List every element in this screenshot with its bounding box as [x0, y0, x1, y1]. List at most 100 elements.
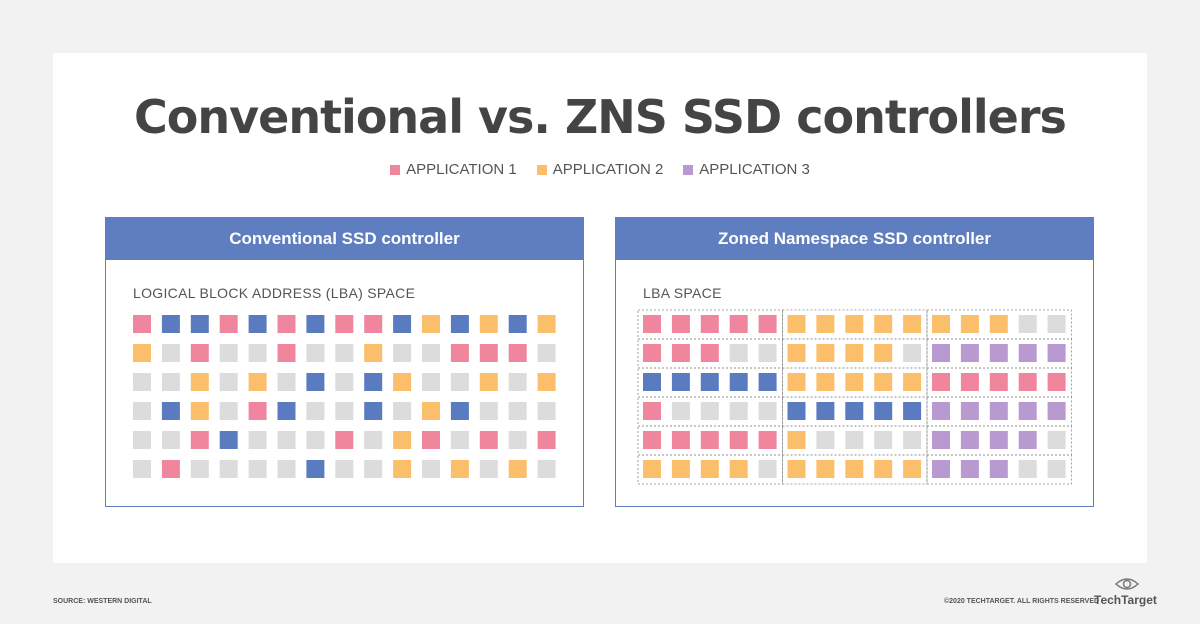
lba-block	[537, 344, 556, 362]
lba-block	[335, 402, 354, 420]
lba-block	[190, 373, 209, 391]
lba-block	[450, 344, 469, 362]
lba-block	[537, 373, 556, 391]
lba-block	[700, 431, 719, 449]
conventional-panel-subtitle: LOGICAL BLOCK ADDRESS (LBA) SPACE	[133, 285, 416, 301]
zone-outline	[782, 454, 928, 485]
lba-block	[787, 315, 806, 333]
lba-block	[1047, 460, 1066, 478]
conventional-panel: Conventional SSD controller LOGICAL BLOC…	[105, 217, 584, 507]
source-note: SOURCE: WESTERN DIGITAL	[53, 598, 152, 605]
lba-block	[643, 431, 661, 449]
lba-block	[903, 402, 922, 420]
lba-block	[1018, 460, 1037, 478]
lba-block	[219, 315, 238, 333]
lba-block	[671, 373, 690, 391]
lba-block	[335, 344, 354, 362]
lba-block	[643, 373, 661, 391]
lba-block	[989, 315, 1008, 333]
lba-block	[335, 373, 354, 391]
lba-block	[277, 431, 296, 449]
lba-block	[133, 373, 151, 391]
lba-block	[479, 402, 498, 420]
lba-block	[306, 460, 325, 478]
lba-block	[903, 344, 922, 362]
lba-block	[508, 373, 527, 391]
lba-block	[422, 460, 440, 478]
lba-block	[450, 402, 469, 420]
lba-block	[219, 402, 238, 420]
lba-block	[219, 431, 238, 449]
legend-label-app1: APPLICATION 1	[406, 161, 517, 178]
zone-outline	[637, 454, 783, 485]
lba-block	[845, 373, 864, 391]
lba-block	[989, 431, 1008, 449]
lba-block	[816, 402, 835, 420]
lba-block	[393, 373, 412, 391]
lba-block	[537, 315, 556, 333]
lba-block	[161, 460, 180, 478]
lba-block	[508, 315, 527, 333]
lba-block	[816, 344, 835, 362]
lba-block	[450, 373, 469, 391]
lba-block	[671, 315, 690, 333]
lba-block	[903, 373, 922, 391]
conventional-panel-title: Conventional SSD controller	[106, 218, 583, 260]
lba-block	[960, 344, 979, 362]
lba-block	[508, 431, 527, 449]
lba-block	[671, 344, 690, 362]
lba-block	[393, 344, 412, 362]
lba-block	[816, 460, 835, 478]
lba-block	[787, 373, 806, 391]
zns-panel-subtitle: LBA SPACE	[643, 285, 722, 301]
lba-block	[335, 315, 354, 333]
lba-block	[758, 315, 777, 333]
lba-block	[393, 460, 412, 478]
lba-block	[161, 344, 180, 362]
lba-block	[248, 460, 267, 478]
lba-block	[479, 373, 498, 391]
zns-lba-grid	[637, 309, 1072, 485]
lba-block	[161, 373, 180, 391]
lba-block	[248, 315, 267, 333]
lba-block	[816, 431, 835, 449]
lba-block	[874, 373, 893, 391]
page-title: Conventional vs. ZNS SSD controllers	[134, 90, 1067, 144]
lba-block	[537, 431, 556, 449]
lba-block	[335, 431, 354, 449]
lba-block	[479, 431, 498, 449]
lba-block	[277, 344, 296, 362]
lba-block	[422, 373, 440, 391]
lba-block	[700, 373, 719, 391]
zns-panel: Zoned Namespace SSD controller LBA SPACE	[615, 217, 1094, 507]
lba-block	[133, 344, 151, 362]
lba-block	[758, 373, 777, 391]
lba-block	[671, 431, 690, 449]
lba-block	[393, 315, 412, 333]
lba-block	[671, 402, 690, 420]
legend-item-app1: APPLICATION 1	[390, 161, 517, 178]
lba-block	[845, 344, 864, 362]
lba-block	[932, 315, 950, 333]
lba-block	[161, 431, 180, 449]
copyright-note: ©2020 TECHTARGET. ALL RIGHTS RESERVED	[944, 598, 1100, 605]
lba-block	[845, 315, 864, 333]
lba-block	[845, 431, 864, 449]
lba-block	[643, 460, 661, 478]
lba-block	[190, 315, 209, 333]
lba-block	[874, 315, 893, 333]
lba-block	[422, 344, 440, 362]
eye-logo-icon	[1115, 578, 1139, 590]
lba-block	[787, 344, 806, 362]
lba-block	[816, 373, 835, 391]
legend: APPLICATION 1 APPLICATION 2 APPLICATION …	[0, 161, 1200, 178]
legend-item-app2: APPLICATION 2	[536, 161, 663, 178]
lba-block	[932, 402, 950, 420]
lba-block	[479, 344, 498, 362]
lba-block	[787, 402, 806, 420]
lba-block	[190, 460, 209, 478]
lba-block	[161, 402, 180, 420]
lba-block	[133, 431, 151, 449]
lba-block	[219, 460, 238, 478]
lba-block	[306, 315, 325, 333]
